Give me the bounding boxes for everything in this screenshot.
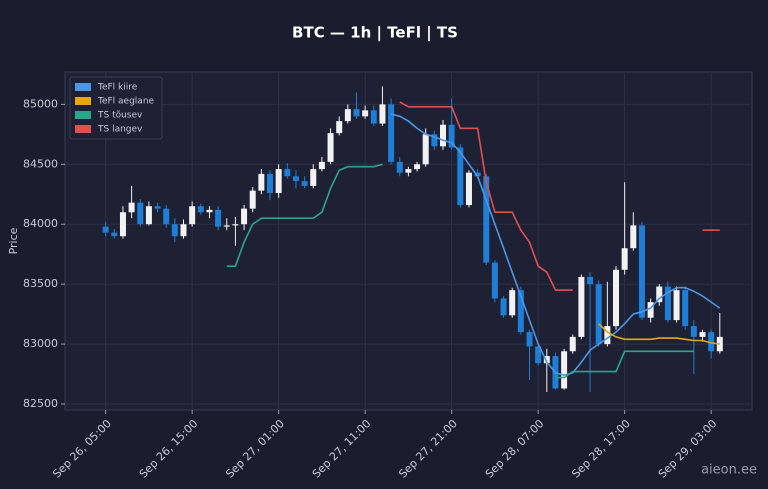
candle-body — [327, 133, 334, 162]
candle-body — [621, 248, 628, 270]
candle-body — [310, 169, 317, 186]
candle-body — [656, 286, 663, 303]
candle-body — [249, 190, 256, 209]
candle-body — [396, 161, 403, 173]
candle-body — [362, 110, 369, 117]
y-tick-label: 84500 — [23, 157, 58, 170]
candle-body — [448, 124, 455, 148]
candle-body — [258, 173, 265, 191]
legend-label: TeFl aeglane — [97, 97, 155, 107]
candle-body — [509, 290, 516, 316]
candle-body — [353, 109, 360, 117]
candle-body — [517, 290, 524, 333]
chart-title: BTC — 1h | TeFl | TS — [292, 24, 458, 43]
candle-body — [638, 225, 645, 318]
candle-body — [535, 346, 542, 364]
legend-label: TS tõusev — [97, 111, 143, 121]
y-axis-label: Price — [7, 227, 20, 254]
candle-body — [111, 232, 118, 237]
candle-body — [630, 225, 637, 249]
candle-body — [232, 224, 239, 226]
candle-body — [500, 298, 507, 316]
candle-body — [422, 134, 429, 165]
series-line — [390, 113, 721, 377]
y-tick-label: 83000 — [23, 337, 58, 350]
candle-body — [664, 286, 671, 321]
legend-label: TS langev — [97, 125, 143, 135]
candle-body — [197, 206, 204, 213]
candle-body — [137, 202, 144, 225]
candle-body — [604, 326, 611, 345]
candle-body — [474, 172, 481, 177]
candle-body — [128, 202, 135, 213]
candle-body — [457, 147, 464, 206]
candle-body — [171, 224, 178, 237]
candle-body — [569, 336, 576, 352]
candle-body — [682, 290, 689, 327]
candle-body — [543, 356, 550, 364]
candle-body — [708, 332, 715, 352]
candle-body — [388, 104, 395, 162]
candle-body — [379, 104, 386, 124]
candle-body — [180, 224, 187, 237]
candle-body — [284, 169, 291, 177]
candle-body — [223, 225, 230, 227]
candle-body — [145, 206, 152, 225]
candle-body — [370, 110, 377, 124]
y-tick-label: 83500 — [23, 277, 58, 290]
candle-body — [699, 332, 706, 337]
candle-body — [163, 208, 170, 225]
candle-body — [301, 181, 308, 186]
candle-body — [690, 326, 697, 337]
candle-body — [275, 169, 282, 194]
candle-body — [647, 302, 654, 318]
candle-body — [587, 276, 594, 285]
candle-body — [215, 209, 222, 227]
candle-body — [414, 164, 421, 170]
candle-body — [578, 276, 585, 337]
series-line — [598, 323, 720, 345]
y-tick-label: 84000 — [23, 217, 58, 230]
legend-label: TeFl kiire — [97, 83, 138, 93]
candle-body — [267, 173, 274, 194]
candle-body — [241, 208, 248, 225]
candle-body — [405, 169, 412, 173]
series-line — [399, 101, 720, 291]
candle-body — [318, 161, 325, 170]
legend-swatch — [75, 83, 91, 91]
legend-box — [69, 76, 163, 140]
candle-body — [716, 336, 723, 352]
candle-body — [206, 209, 213, 213]
y-tick-label: 85000 — [23, 97, 58, 110]
legend-swatch — [75, 97, 91, 105]
candle-body — [431, 134, 438, 147]
candle-body — [102, 226, 109, 233]
candle-body — [119, 212, 126, 237]
candle-body — [440, 124, 447, 147]
candle-body — [292, 176, 299, 182]
legend-swatch — [75, 125, 91, 133]
candle-body — [189, 206, 196, 225]
plot-area — [64, 71, 753, 411]
candle-body — [154, 206, 161, 209]
y-tick-label: 82500 — [23, 397, 58, 410]
candle-body — [465, 172, 472, 206]
candle-body — [491, 262, 498, 299]
candle-body — [336, 121, 343, 134]
legend: TeFl kiire TeFl aeglane TS tõusev TS langev — [69, 76, 163, 140]
candle-body — [613, 269, 620, 327]
legend-swatch — [75, 111, 91, 119]
candle-body — [561, 351, 568, 389]
candle-body — [595, 284, 602, 345]
candle-body — [526, 332, 533, 347]
watermark: aieon.ee — [701, 463, 757, 478]
candle-body — [673, 290, 680, 321]
candle-body — [344, 109, 351, 122]
series-line — [226, 163, 694, 379]
candle-body — [483, 176, 490, 263]
